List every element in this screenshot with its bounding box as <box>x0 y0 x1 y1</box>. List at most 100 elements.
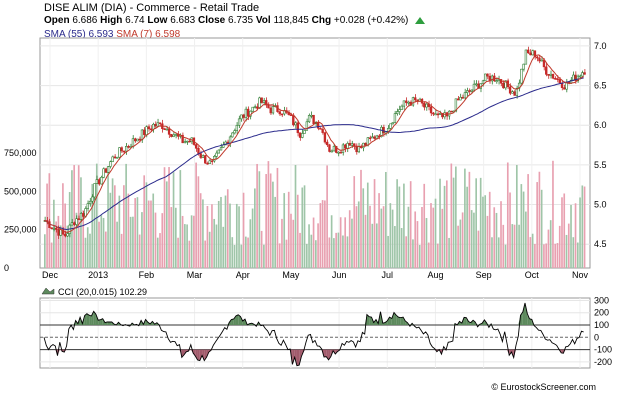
candle-body <box>152 123 155 130</box>
candle-body <box>414 97 417 101</box>
candle-body <box>545 66 548 75</box>
volume-bar <box>373 179 376 268</box>
volume-bar <box>552 160 554 268</box>
volume-bar <box>319 203 322 268</box>
cci-positive-area <box>89 315 92 326</box>
candle-body <box>131 138 135 147</box>
volume-bar <box>398 186 401 268</box>
candle-body <box>468 90 471 92</box>
candle-body <box>497 79 500 82</box>
month-label: Aug <box>427 270 443 280</box>
volume-bar <box>111 178 114 268</box>
volume-bar <box>452 177 455 268</box>
volume-bar <box>391 209 394 268</box>
cci-tick-label: -200 <box>594 357 612 367</box>
volume-bar <box>202 199 204 268</box>
volume-bar <box>46 183 48 268</box>
candle-body <box>267 104 270 109</box>
volume-bar <box>188 240 191 268</box>
volume-bar <box>235 203 238 268</box>
quote-line: Open 6.686 High 6.74 Low 6.683 Close 6.7… <box>44 15 426 26</box>
candle-body <box>97 179 101 185</box>
candle-body <box>522 63 525 70</box>
cci-tick-label: 0 <box>594 332 599 342</box>
volume-bar <box>430 203 432 268</box>
volume-bar <box>263 244 265 268</box>
candle-body <box>149 128 153 131</box>
candle-body <box>260 97 263 103</box>
candle-body <box>88 200 92 205</box>
cci-positive-area <box>394 312 397 326</box>
candle-body <box>136 138 139 142</box>
volume-bar <box>301 187 304 268</box>
candle-body <box>434 113 437 116</box>
volume-bar <box>238 206 240 268</box>
cci-positive-area <box>93 311 96 326</box>
candle-body <box>341 144 345 153</box>
volume-tick-label: 750,000 <box>4 148 37 158</box>
volume-bar <box>91 183 94 268</box>
volume-bar <box>242 192 245 268</box>
cci-legend-icon <box>41 287 55 295</box>
month-label: Sep <box>476 270 492 280</box>
volume-bar <box>312 217 315 268</box>
volume-bar <box>475 178 477 268</box>
volume-bar <box>529 237 532 268</box>
volume-bar <box>143 175 146 268</box>
volume-bar <box>387 235 389 268</box>
candle-body <box>438 113 442 115</box>
price-tick-label: 6.0 <box>594 120 607 130</box>
volume-bar <box>518 224 520 268</box>
cci-positive-area <box>387 317 390 326</box>
candle-body <box>219 147 223 151</box>
candle-body <box>75 218 78 225</box>
volume-bar <box>125 163 127 268</box>
volume-bar <box>66 225 69 268</box>
candle-body <box>231 132 234 138</box>
volume-bar <box>400 228 403 268</box>
volume-bar <box>396 179 398 268</box>
volume-bar <box>168 167 170 268</box>
candle-body <box>459 96 462 101</box>
volume-bar <box>292 219 295 268</box>
volume-bar <box>116 221 118 268</box>
cci-tick-label: 300 <box>594 295 609 305</box>
volume-bar <box>351 218 353 268</box>
volume-bar <box>104 231 107 268</box>
candle-body <box>405 100 408 103</box>
volume-bar <box>455 166 457 268</box>
candle-body <box>348 143 351 146</box>
cci-positive-area <box>527 313 530 326</box>
candle-body <box>197 148 200 154</box>
candle-body <box>310 114 313 117</box>
volume-bar <box>82 210 85 268</box>
candle-body <box>423 102 426 108</box>
candle-body <box>454 98 458 112</box>
volume-bar <box>98 221 100 268</box>
volume-bar <box>527 174 529 268</box>
volume-bar <box>152 193 155 268</box>
volume-bar <box>583 186 586 268</box>
volume-bar <box>132 216 134 268</box>
volume-bar <box>310 234 313 268</box>
candle-body <box>145 126 148 135</box>
candle-body <box>95 179 98 184</box>
candle-body <box>581 72 584 77</box>
cci-positive-area <box>91 311 94 326</box>
volume-bar <box>244 236 247 268</box>
candle-body <box>106 166 110 173</box>
cci-positive-area <box>231 318 234 326</box>
candle-body <box>357 146 360 153</box>
volume-bar <box>385 171 387 268</box>
candle-body <box>170 134 173 137</box>
volume-bar <box>556 243 559 268</box>
candle-body <box>450 110 453 113</box>
candle-body <box>82 213 85 217</box>
candle-body <box>323 132 327 143</box>
candle-body <box>511 91 514 94</box>
volume-bar <box>147 200 150 268</box>
cci-negative-area <box>292 349 295 365</box>
volume-bar <box>251 208 254 268</box>
candle-body <box>158 122 162 125</box>
volume-bar <box>278 243 281 268</box>
